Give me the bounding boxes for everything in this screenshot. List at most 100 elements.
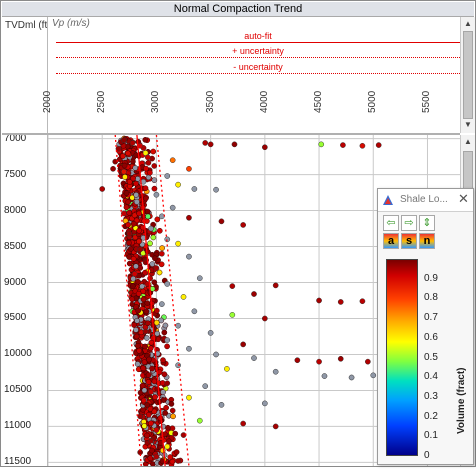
data-point (126, 209, 133, 216)
data-point (151, 378, 158, 385)
data-point (272, 423, 279, 430)
data-point (150, 234, 157, 241)
shale-window-titlebar[interactable]: Shale Lo... ✕ (378, 189, 473, 212)
data-point (134, 199, 140, 205)
data-point (231, 141, 238, 148)
data-point (143, 308, 150, 315)
data-point (196, 275, 203, 282)
data-point (213, 186, 219, 193)
data-point (142, 328, 149, 335)
data-point (218, 218, 225, 225)
data-point (129, 140, 136, 146)
data-point (229, 312, 236, 318)
data-point (156, 269, 163, 276)
data-point (147, 345, 154, 352)
data-point (137, 413, 144, 420)
colorbar-tick-label: 0.1 (424, 430, 438, 442)
data-point (145, 412, 152, 418)
data-point (202, 383, 209, 389)
data-point (148, 437, 154, 444)
data-point (162, 410, 169, 416)
header-scroll-thumb[interactable] (463, 31, 473, 119)
data-point (133, 180, 139, 187)
depth-tick-label: 8000 (4, 204, 27, 216)
data-point (144, 154, 151, 161)
data-point (316, 358, 322, 365)
colorbar-tick-label: 0.3 (424, 390, 438, 402)
shale-log-window[interactable]: Shale Lo... ✕ ⇦ ⇨ ⇕ a s n 0.9 0.8 0.7 0.6 0.… (377, 188, 474, 465)
window-title: Normal Compaction Trend (2, 2, 474, 17)
data-point (207, 141, 214, 148)
data-point (164, 236, 171, 243)
scroll-up-icon[interactable]: ▲ (464, 19, 472, 28)
data-point (151, 163, 158, 169)
data-point (213, 351, 219, 358)
data-point (154, 330, 161, 337)
data-point (154, 216, 161, 223)
scroll-down-icon[interactable]: ▼ (464, 120, 472, 129)
pane-divider[interactable] (2, 133, 460, 135)
x-tick-label: 5000 (367, 90, 379, 113)
plot-scroll-up-icon[interactable]: ▲ (464, 137, 472, 146)
data-point (121, 210, 127, 217)
data-point (163, 404, 169, 411)
depth-tick-label: 9000 (4, 276, 27, 288)
data-point (153, 191, 160, 198)
data-point (191, 308, 198, 315)
data-point (161, 329, 168, 336)
data-point (186, 394, 192, 401)
app-triangle-icon (383, 195, 393, 205)
data-point (130, 275, 137, 282)
data-point (202, 140, 209, 146)
legend-autofit: auto-fit (244, 31, 272, 41)
data-point (152, 394, 158, 400)
depth-tick-label: 11500 (4, 456, 32, 466)
data-point (145, 159, 152, 166)
data-point (136, 210, 142, 217)
color-n-icon[interactable]: n (419, 233, 435, 249)
data-point (261, 315, 268, 322)
data-point (146, 356, 152, 363)
data-point (144, 300, 151, 306)
data-point (121, 162, 128, 169)
depth-axis-label: TVDml (ft) (5, 20, 51, 31)
colorbar-tick-label: 0 (424, 450, 430, 461)
data-point (240, 420, 247, 427)
data-point (186, 165, 192, 172)
data-point (364, 358, 371, 365)
data-point (160, 389, 166, 395)
data-point (151, 408, 158, 415)
data-point (134, 361, 141, 367)
arrow-updown-icon[interactable]: ⇕ (419, 215, 435, 231)
data-point (127, 246, 134, 252)
data-point (175, 181, 181, 188)
data-point (153, 307, 160, 314)
data-point (272, 282, 279, 289)
data-point (151, 185, 158, 192)
data-point (175, 458, 181, 464)
arrow-right-icon[interactable]: ⇨ (401, 215, 417, 231)
data-point (151, 177, 158, 184)
data-point (186, 214, 192, 221)
x-tick-label: 2500 (96, 90, 108, 113)
header-scrollbar[interactable]: ▲ ▼ (460, 17, 475, 133)
color-s-icon[interactable]: s (401, 233, 417, 249)
data-point (229, 283, 236, 289)
data-point (135, 342, 141, 349)
data-point (147, 169, 153, 176)
data-point (133, 263, 139, 270)
data-point (158, 301, 165, 307)
data-point (169, 407, 176, 414)
x-tick-label: 4000 (258, 90, 270, 113)
data-point (140, 365, 146, 372)
autofit-line (56, 42, 460, 43)
color-a-icon[interactable]: a (383, 233, 399, 249)
data-point (153, 265, 160, 271)
data-point (121, 137, 127, 143)
arrow-left-icon[interactable]: ⇦ (383, 215, 399, 231)
minus-uncertainty-line (56, 73, 460, 74)
data-point (152, 255, 158, 262)
close-icon[interactable]: ✕ (458, 191, 469, 206)
depth-axis: 7000 7500 8000 8500 9000 9500 10000 10500 11000 1… (1, 135, 47, 466)
data-point (135, 290, 142, 297)
